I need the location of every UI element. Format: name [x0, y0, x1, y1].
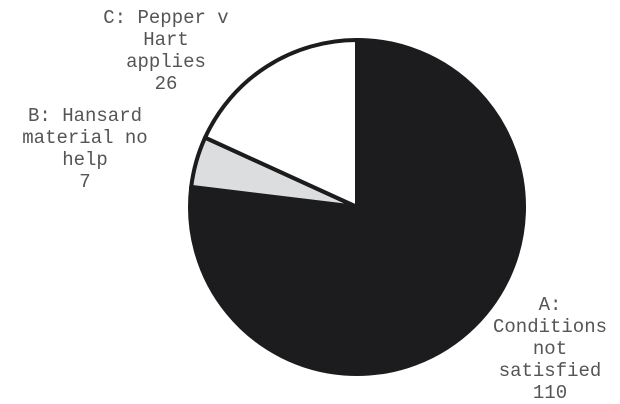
slice-c	[202, 37, 359, 211]
slice-a	[188, 37, 526, 376]
label-c: C: Pepper v Hart applies 26	[103, 7, 228, 95]
labels-layer: A: Conditions not satisfied 110 B: Hansard mat…	[22, 7, 607, 404]
label-a: A: Conditions not satisfied 110	[493, 294, 607, 404]
slices-layer	[188, 37, 526, 376]
label-b: B: Hansard material no help 7	[22, 105, 147, 193]
